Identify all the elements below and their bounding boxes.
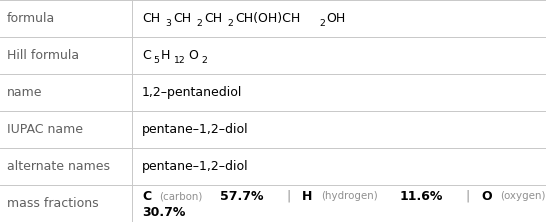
Text: 3: 3 <box>165 19 171 28</box>
Text: 5: 5 <box>153 56 159 65</box>
Text: (carbon): (carbon) <box>159 191 202 201</box>
Text: CH: CH <box>204 12 222 25</box>
Text: pentane–1,2–diol: pentane–1,2–diol <box>142 123 248 136</box>
Text: 12: 12 <box>173 56 185 65</box>
Text: 11.6%: 11.6% <box>399 190 443 203</box>
Text: alternate names: alternate names <box>7 160 110 173</box>
Text: IUPAC name: IUPAC name <box>7 123 82 136</box>
Text: C: C <box>142 190 151 203</box>
Text: |: | <box>466 190 470 203</box>
Text: Hill formula: Hill formula <box>7 49 79 62</box>
Text: name: name <box>7 86 42 99</box>
Text: formula: formula <box>7 12 55 25</box>
Text: mass fractions: mass fractions <box>7 197 98 210</box>
Text: CH(OH)CH: CH(OH)CH <box>235 12 300 25</box>
Text: OH: OH <box>327 12 346 25</box>
Text: 2: 2 <box>227 19 233 28</box>
Text: |: | <box>287 190 290 203</box>
Text: 30.7%: 30.7% <box>142 206 185 219</box>
Text: O: O <box>188 49 198 62</box>
Text: O: O <box>482 190 492 203</box>
Text: C: C <box>142 49 151 62</box>
Text: 2: 2 <box>319 19 325 28</box>
Text: H: H <box>161 49 170 62</box>
Text: CH: CH <box>142 12 160 25</box>
Text: H: H <box>302 190 313 203</box>
Text: 57.7%: 57.7% <box>220 190 264 203</box>
Text: pentane–1,2–diol: pentane–1,2–diol <box>142 160 248 173</box>
Text: (hydrogen): (hydrogen) <box>321 191 378 201</box>
Text: CH: CH <box>173 12 191 25</box>
Text: 1,2–pentanediol: 1,2–pentanediol <box>142 86 242 99</box>
Text: 2: 2 <box>197 19 202 28</box>
Text: (oxygen): (oxygen) <box>500 191 545 201</box>
Text: 2: 2 <box>201 56 207 65</box>
